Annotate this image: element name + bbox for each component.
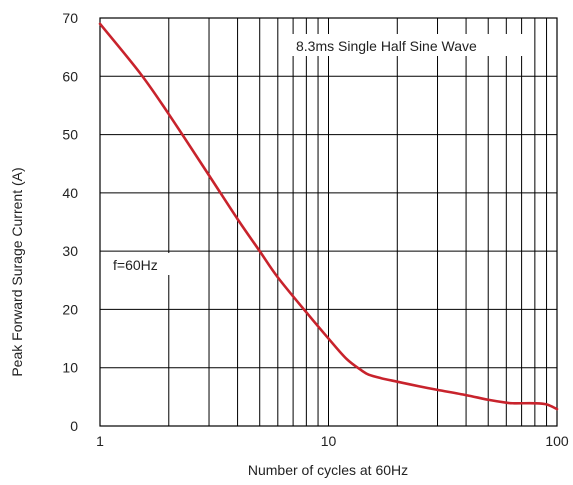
y-tick-label: 70 <box>62 10 78 26</box>
plot-frame <box>99 17 558 427</box>
y-tick-label: 10 <box>62 360 78 376</box>
y-axis-title: Peak Forward Surage Current (A) <box>9 167 25 376</box>
series-line-0 <box>98 22 559 411</box>
y-tick-label: 20 <box>62 301 78 317</box>
tick-labels: 0 10 20 30 40 50 60 70 1 10 100 <box>62 10 568 449</box>
annotation-freq-bg <box>110 253 176 275</box>
x-tick-label: 10 <box>321 433 337 449</box>
annotation-freq: f=60Hz <box>113 257 158 273</box>
annotation-wave: 8.3ms Single Half Sine Wave <box>296 38 477 54</box>
grid <box>99 17 557 427</box>
y-tick-label: 0 <box>70 418 78 434</box>
y-tick-label: 50 <box>62 127 78 143</box>
x-tick-label: 1 <box>96 433 104 449</box>
series-layer <box>98 22 559 411</box>
x-axis-title: Number of cycles at 60Hz <box>248 462 408 478</box>
y-tick-label: 40 <box>62 185 78 201</box>
annotation-wave-bg <box>292 34 532 56</box>
y-tick-label: 30 <box>62 243 78 259</box>
x-tick-label: 100 <box>545 433 569 449</box>
y-tick-label: 60 <box>62 68 78 84</box>
